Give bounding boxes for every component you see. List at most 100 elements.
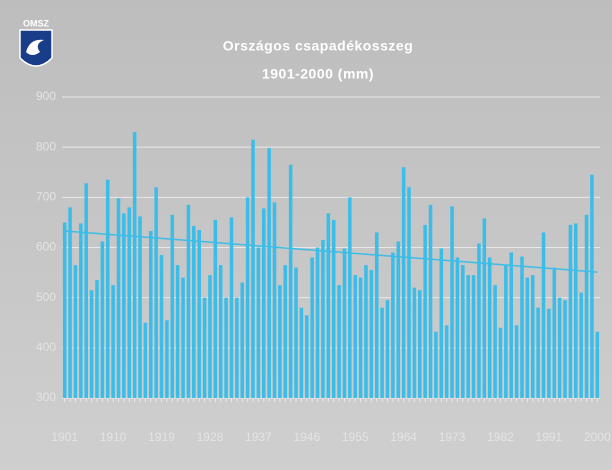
bar <box>326 213 331 398</box>
bar <box>84 183 88 398</box>
bar <box>401 167 406 398</box>
logo-text: OMSZ <box>23 18 50 28</box>
bar <box>547 308 551 398</box>
bar <box>278 285 282 398</box>
bar <box>369 270 374 398</box>
bar <box>504 265 508 398</box>
bar <box>202 297 207 398</box>
bar <box>267 148 271 398</box>
y-tick-label: 700 <box>36 190 56 204</box>
y-tick-label: 800 <box>36 139 56 153</box>
bar <box>574 223 578 398</box>
x-tick-label: 1955 <box>342 430 369 444</box>
bar <box>514 325 519 398</box>
bar <box>579 292 583 398</box>
bar <box>530 275 535 398</box>
x-tick-label: 1919 <box>148 430 175 444</box>
bar <box>353 275 357 398</box>
bar <box>154 187 158 398</box>
bar <box>192 225 196 398</box>
bar <box>218 265 223 398</box>
bar <box>487 257 492 398</box>
bar <box>396 241 401 398</box>
bar <box>374 232 379 398</box>
x-tick-label: 1910 <box>100 430 127 444</box>
bar <box>563 300 567 398</box>
bar <box>229 217 234 398</box>
bar <box>143 322 148 398</box>
bar <box>423 224 427 398</box>
bar <box>111 285 115 398</box>
x-tick-label: 1937 <box>245 430 272 444</box>
bar <box>407 187 411 398</box>
bar <box>159 255 164 398</box>
bar <box>213 219 218 398</box>
bar <box>283 265 288 398</box>
bar <box>525 277 530 398</box>
bar <box>79 223 83 398</box>
bar <box>105 179 110 398</box>
bar <box>170 214 175 398</box>
chart-subtitle: 1901-2000 (mm) <box>262 66 374 82</box>
bar <box>428 204 433 398</box>
bar <box>315 247 320 398</box>
x-tick-label: 1946 <box>293 430 320 444</box>
bar <box>541 232 546 398</box>
bar <box>321 239 325 398</box>
logo: OMSZ <box>19 18 53 67</box>
bar <box>251 139 255 398</box>
bar <box>235 297 239 398</box>
bar <box>509 252 514 398</box>
bar <box>471 275 476 398</box>
bar <box>342 248 347 398</box>
chart-title: Országos csapadékosszeg <box>223 38 413 54</box>
y-tick-label: 500 <box>36 290 56 304</box>
bar <box>261 208 266 398</box>
bar <box>208 275 212 398</box>
bar <box>305 315 309 398</box>
bar <box>138 216 142 398</box>
bar <box>380 307 384 398</box>
bar <box>272 202 277 398</box>
bar <box>493 285 497 398</box>
bar <box>450 206 454 398</box>
y-tick-label: 900 <box>36 89 56 103</box>
bar <box>331 219 336 398</box>
bar <box>288 164 293 398</box>
bar <box>181 277 185 398</box>
trend-line <box>64 230 598 273</box>
bar <box>348 197 352 398</box>
x-tick-label: 2000 <box>584 430 611 444</box>
bar <box>520 256 524 398</box>
bar <box>62 222 67 398</box>
bar <box>584 214 589 398</box>
bar <box>122 213 126 398</box>
x-tick-label: 1964 <box>390 430 417 444</box>
bar <box>294 267 298 398</box>
x-tick-label: 1991 <box>536 430 563 444</box>
bar <box>364 265 368 398</box>
bar <box>358 277 363 398</box>
bar <box>385 300 390 398</box>
bar <box>127 207 132 398</box>
bar <box>186 204 191 398</box>
bar <box>256 247 261 398</box>
bar <box>299 307 304 398</box>
bar <box>466 275 470 398</box>
bar <box>455 257 460 398</box>
y-tick-label: 300 <box>36 390 56 404</box>
bar <box>590 174 594 398</box>
x-tick-label: 1982 <box>487 430 514 444</box>
bar <box>412 287 417 398</box>
bar <box>568 224 573 398</box>
x-tick-label: 1928 <box>197 430 224 444</box>
bar <box>197 229 201 398</box>
x-tick-label: 1973 <box>439 430 466 444</box>
bar <box>434 331 438 398</box>
bar <box>461 265 465 398</box>
bar <box>240 282 245 398</box>
bar <box>444 325 449 398</box>
bar <box>337 285 341 398</box>
bar <box>498 327 503 398</box>
